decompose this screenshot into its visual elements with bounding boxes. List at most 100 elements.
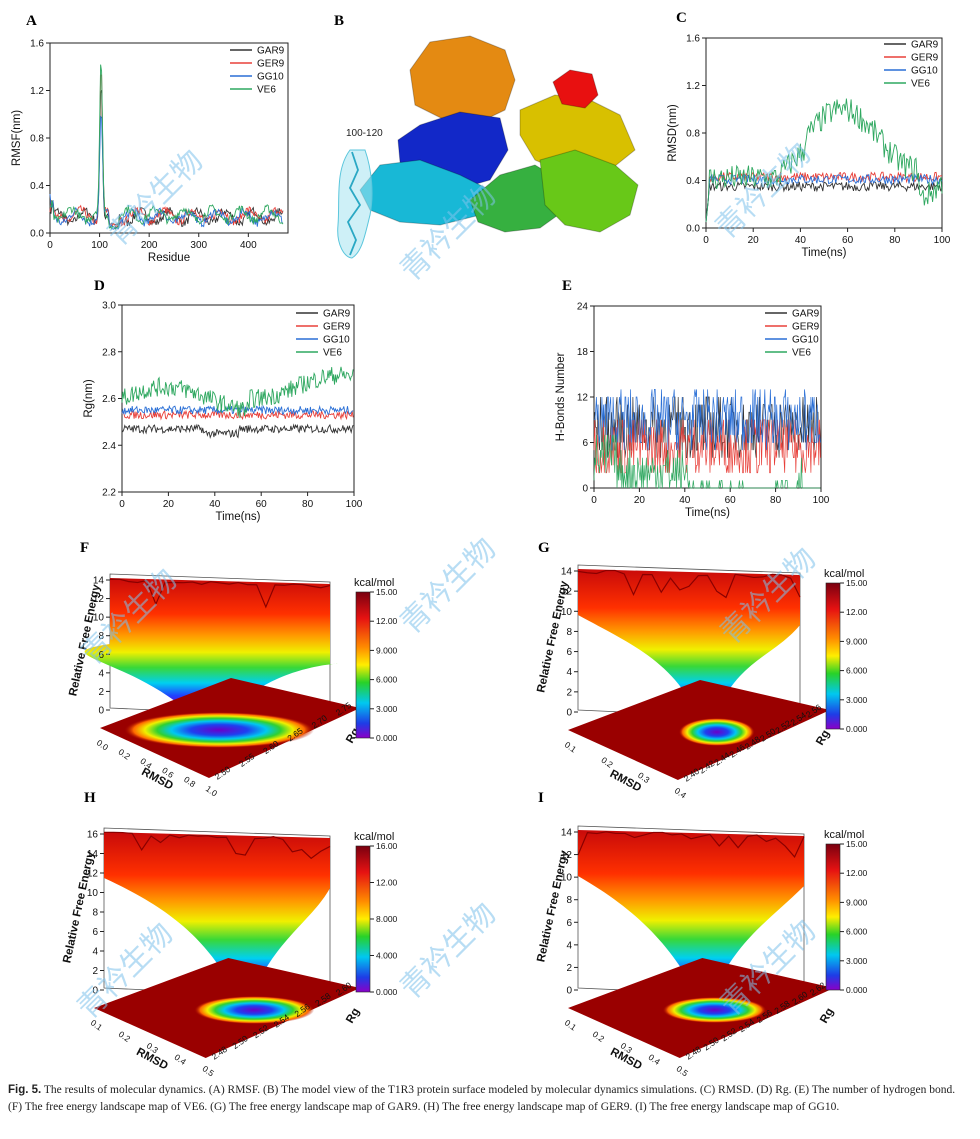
colorbar-tick-label: 15.00 bbox=[846, 578, 868, 588]
legend-label-GAR9: GAR9 bbox=[792, 309, 820, 320]
legend-label-GAR9: GAR9 bbox=[911, 40, 939, 51]
z-tick-label: 2 bbox=[566, 963, 572, 974]
z-tick-label: 4 bbox=[566, 940, 572, 951]
legend-label-VE6: VE6 bbox=[911, 79, 930, 90]
colorbar-tick-label: 9.000 bbox=[846, 636, 868, 646]
y-tick-label: 1.6 bbox=[30, 39, 44, 50]
x-tick-label: 20 bbox=[163, 499, 175, 510]
y-axis-label: RMSF(nm) bbox=[11, 110, 23, 166]
z-tick-label: 12 bbox=[561, 850, 573, 861]
colorbar-tick-label: 3.000 bbox=[846, 956, 868, 966]
x-tick-label: 0.8 bbox=[182, 774, 198, 789]
colorbar-tick-label: 15.00 bbox=[376, 587, 398, 597]
x-tick-label: 100 bbox=[934, 235, 951, 246]
series-line-GER9 bbox=[49, 74, 284, 229]
panel-label-D: D bbox=[94, 278, 105, 294]
series-line-GER9 bbox=[705, 171, 943, 223]
z-tick-label: 10 bbox=[561, 873, 573, 884]
x-tick-label: 0 bbox=[703, 235, 709, 246]
figure-caption: Fig. 5. The results of molecular dynamic… bbox=[8, 1082, 970, 1116]
z-tick-label: 16 bbox=[87, 830, 99, 841]
x-tick-label: 0 bbox=[119, 499, 125, 510]
x-tick-label: 40 bbox=[679, 495, 691, 506]
legend-label-GAR9: GAR9 bbox=[323, 309, 351, 320]
colorbar-tick-label: 3.000 bbox=[376, 704, 398, 714]
colorbar-tick-label: 12.00 bbox=[376, 616, 398, 626]
x-tick-label: 60 bbox=[256, 499, 268, 510]
x-tick-label: 300 bbox=[190, 240, 207, 251]
y-axis-label: H-Bonds Number bbox=[555, 352, 567, 441]
z-tick-label: 4 bbox=[566, 667, 572, 678]
z-tick-label: 6 bbox=[98, 650, 104, 661]
z-tick-label: 0 bbox=[92, 986, 98, 997]
watermark: 青衿生物 bbox=[393, 531, 503, 641]
colorbar-tick-label: 9.000 bbox=[376, 645, 398, 655]
series-line-GG10 bbox=[705, 173, 943, 223]
legend-label-GER9: GER9 bbox=[257, 59, 285, 70]
y-tick-label: 12 bbox=[577, 393, 589, 404]
colorbar-tick-label: 12.00 bbox=[846, 607, 868, 617]
series-line-VE6 bbox=[49, 64, 284, 230]
y-tick-label: 0 bbox=[582, 484, 588, 495]
x-axis-label: Residue bbox=[148, 252, 190, 264]
colorbar-tick-label: 6.000 bbox=[376, 675, 398, 685]
x-tick-label: 60 bbox=[842, 235, 854, 246]
panel-label-C: C bbox=[676, 10, 687, 26]
x-tick-label: 0.5 bbox=[675, 1063, 691, 1078]
surface-rim bbox=[577, 569, 801, 599]
protein-domain-red bbox=[552, 69, 599, 109]
colorbar-tick-label: 3.000 bbox=[846, 695, 868, 705]
x-tick-label: 60 bbox=[725, 495, 737, 506]
y-tick-label: 0.4 bbox=[686, 176, 700, 187]
chart-A: 0 100 200 300 400 0.0 0.4 0.8 1.2 1.6 Residue RMSF(… bbox=[11, 39, 289, 264]
energy-surface bbox=[578, 830, 804, 986]
colorbar bbox=[355, 845, 371, 993]
legend-label-VE6: VE6 bbox=[257, 85, 276, 96]
energy-surface bbox=[84, 578, 338, 706]
x-tick-label: 0 bbox=[47, 240, 53, 251]
z-tick-label: 14 bbox=[87, 849, 99, 860]
x-tick-label: 20 bbox=[748, 235, 760, 246]
colorbar-tick-label: 0.000 bbox=[376, 733, 398, 743]
z-tick-label: 2 bbox=[98, 687, 104, 698]
z-tick-label: 8 bbox=[92, 908, 98, 919]
y-tick-label: 0.0 bbox=[30, 229, 44, 240]
colorbar-tick-label: 4.000 bbox=[376, 951, 398, 961]
y-tick-label: 0.4 bbox=[30, 181, 44, 192]
x-tick-label: 0.2 bbox=[117, 1029, 133, 1044]
colorbar bbox=[355, 591, 371, 739]
y-tick-label: 0.8 bbox=[30, 134, 44, 145]
x-axis-label: Time(ns) bbox=[685, 507, 730, 519]
surface-rim bbox=[109, 578, 331, 609]
x-tick-label: 40 bbox=[795, 235, 807, 246]
y-tick-label: 2.6 bbox=[102, 394, 116, 405]
surface-rim bbox=[103, 831, 331, 860]
z-tick-label: 8 bbox=[566, 895, 572, 906]
y-axis-label: Rg bbox=[344, 1006, 362, 1025]
energy-surface bbox=[104, 832, 330, 986]
caption-lead: Fig. 5. bbox=[8, 1084, 42, 1096]
colorbar-tick-label: 6.000 bbox=[846, 666, 868, 676]
z-tick-label: 12 bbox=[561, 587, 573, 598]
x-tick-label: 100 bbox=[346, 499, 363, 510]
x-axis-label: Time(ns) bbox=[216, 511, 261, 523]
colorbar-unit: kcal/mol bbox=[354, 577, 394, 589]
z-tick-label: 12 bbox=[93, 594, 105, 605]
y-tick-label: 1.2 bbox=[686, 81, 700, 92]
z-tick-label: 12 bbox=[87, 869, 99, 880]
x-tick-label: 0.2 bbox=[591, 1029, 607, 1044]
z-tick-label: 6 bbox=[566, 918, 572, 929]
y-axis-label: Rg(nm) bbox=[83, 379, 95, 418]
y-tick-label: 1.6 bbox=[686, 34, 700, 45]
z-tick-label: 2 bbox=[92, 966, 98, 977]
x-tick-label: 100 bbox=[91, 240, 108, 251]
x-tick-label: 0.4 bbox=[173, 1052, 189, 1067]
colorbar-tick-label: 16.00 bbox=[376, 841, 398, 851]
y-tick-label: 2.4 bbox=[102, 441, 116, 452]
floor-minimum bbox=[662, 997, 767, 1023]
panel-label-I: I bbox=[538, 790, 544, 806]
colorbar-tick-label: 9.000 bbox=[846, 897, 868, 907]
colorbar-tick-label: 0.000 bbox=[846, 724, 868, 734]
